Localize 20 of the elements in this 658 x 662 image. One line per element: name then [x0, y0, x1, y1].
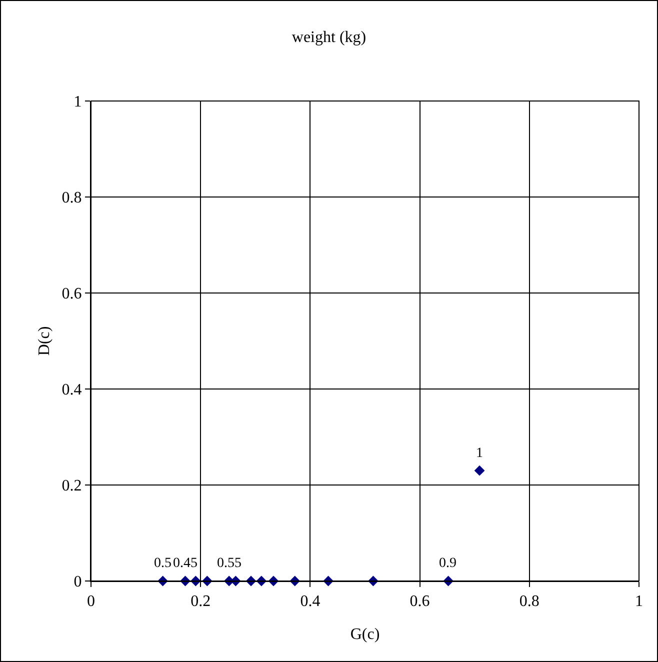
y-tick-label: 1	[74, 94, 82, 111]
x-tick-label: 1	[635, 593, 643, 610]
y-axis-title: D(c)	[36, 326, 53, 356]
annotation: 0.5	[154, 556, 172, 571]
y-tick-label: 0	[74, 574, 82, 591]
x-axis-title: G(c)	[350, 626, 380, 643]
y-tick-label: 0.6	[62, 286, 82, 303]
annotation: 1	[476, 446, 483, 461]
annotation: 0.9	[439, 556, 456, 571]
annotation: 0.55	[217, 556, 242, 571]
y-tick-label: 0.2	[62, 478, 82, 495]
y-tick-label: 0.4	[62, 382, 82, 399]
x-tick-label: 0.6	[410, 593, 430, 610]
x-tick-label: 0.4	[300, 593, 320, 610]
x-tick-label: 0.2	[190, 593, 211, 610]
annotation: 0.45	[173, 556, 198, 571]
x-tick-label: 0	[87, 593, 95, 610]
x-tick-label: 0.8	[519, 593, 540, 610]
y-tick-label: 0.8	[62, 190, 82, 207]
chart-title: weight (kg)	[292, 28, 366, 46]
